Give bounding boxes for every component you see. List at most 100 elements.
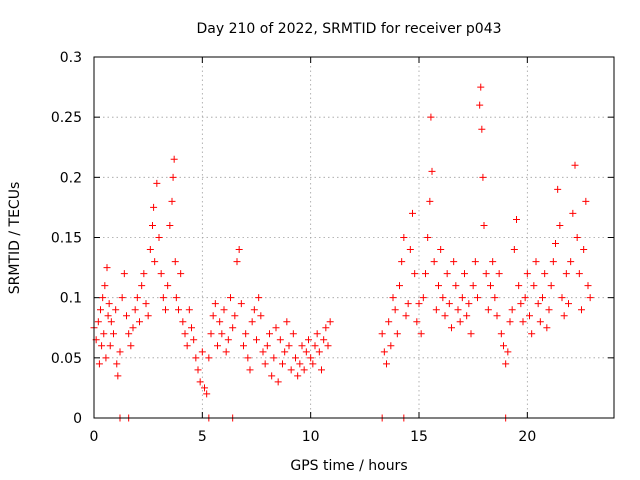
data-point bbox=[272, 324, 280, 332]
data-point bbox=[103, 264, 111, 272]
data-point bbox=[250, 306, 258, 314]
data-point bbox=[307, 354, 315, 362]
data-point bbox=[104, 312, 112, 320]
data-point bbox=[302, 348, 310, 356]
data-point bbox=[430, 258, 438, 266]
tick-labels: 0 5 10 15 20 0 0.05 0.1 0.15 0.2 0.25 0.3 bbox=[51, 50, 536, 445]
data-point bbox=[222, 348, 230, 356]
data-point bbox=[474, 294, 481, 302]
data-point bbox=[489, 258, 497, 266]
data-point bbox=[285, 342, 293, 350]
data-point bbox=[380, 348, 388, 356]
data-point bbox=[324, 342, 332, 350]
data-point bbox=[207, 330, 215, 338]
data-point bbox=[298, 342, 306, 350]
data-point bbox=[487, 282, 494, 290]
data-point bbox=[383, 360, 390, 368]
data-point bbox=[153, 179, 161, 187]
data-point bbox=[294, 372, 302, 380]
data-point bbox=[125, 330, 133, 338]
data-point bbox=[567, 258, 575, 266]
data-point bbox=[114, 372, 122, 380]
data-point bbox=[586, 294, 594, 302]
data-point bbox=[190, 336, 198, 344]
data-point bbox=[424, 234, 432, 241]
data-point bbox=[283, 318, 291, 326]
data-point bbox=[480, 221, 488, 229]
data-point bbox=[467, 330, 475, 338]
data-point bbox=[233, 258, 241, 266]
y-tick-label: 0.15 bbox=[51, 231, 82, 247]
data-point bbox=[322, 324, 330, 332]
data-point bbox=[168, 197, 176, 205]
data-point bbox=[159, 294, 167, 302]
data-point bbox=[506, 318, 514, 326]
data-point bbox=[452, 282, 460, 290]
data-point bbox=[101, 282, 109, 290]
data-point bbox=[556, 221, 564, 229]
y-tick-label: 0.1 bbox=[60, 291, 82, 307]
data-point bbox=[391, 306, 399, 314]
data-point bbox=[112, 306, 120, 314]
data-point bbox=[266, 330, 273, 338]
data-point bbox=[106, 342, 114, 350]
data-point bbox=[281, 348, 289, 356]
data-point bbox=[95, 360, 103, 368]
data-point bbox=[552, 240, 559, 248]
data-point bbox=[110, 330, 117, 338]
data-point bbox=[402, 312, 410, 320]
data-point bbox=[404, 300, 412, 308]
data-point bbox=[560, 312, 568, 320]
data-point bbox=[259, 348, 267, 356]
data-point bbox=[309, 360, 317, 368]
data-point bbox=[580, 246, 588, 254]
data-point bbox=[569, 209, 577, 217]
data-point bbox=[142, 300, 150, 308]
data-point bbox=[571, 161, 579, 169]
data-point bbox=[320, 336, 328, 344]
data-point bbox=[422, 270, 429, 278]
data-point bbox=[445, 300, 453, 308]
data-point bbox=[534, 300, 542, 308]
data-point bbox=[541, 270, 549, 278]
data-point bbox=[465, 300, 473, 308]
data-point bbox=[227, 294, 234, 302]
data-point bbox=[229, 324, 237, 332]
data-point bbox=[413, 318, 421, 326]
data-point bbox=[491, 294, 499, 302]
data-point bbox=[479, 173, 487, 181]
data-point bbox=[257, 312, 265, 320]
data-point bbox=[448, 324, 455, 332]
data-points bbox=[90, 83, 594, 422]
y-tick-label: 0.05 bbox=[51, 351, 82, 367]
data-point bbox=[170, 155, 178, 163]
data-point bbox=[144, 312, 152, 320]
x-tick-label: 10 bbox=[302, 429, 320, 445]
data-point bbox=[532, 258, 540, 266]
data-point bbox=[209, 312, 217, 320]
data-point bbox=[155, 234, 163, 241]
data-point bbox=[471, 258, 479, 266]
data-point bbox=[396, 282, 403, 290]
data-point bbox=[454, 306, 462, 314]
data-point bbox=[246, 366, 254, 374]
data-point bbox=[558, 294, 566, 302]
data-point bbox=[385, 318, 393, 326]
plot-frame bbox=[93, 56, 615, 419]
data-point bbox=[584, 282, 592, 290]
data-point bbox=[279, 360, 286, 368]
data-point bbox=[240, 342, 247, 350]
data-point bbox=[237, 300, 245, 308]
data-point bbox=[120, 270, 128, 278]
data-point bbox=[526, 312, 533, 320]
data-point bbox=[521, 294, 529, 302]
y-tick-label: 0.25 bbox=[51, 110, 82, 126]
data-point bbox=[192, 354, 200, 362]
data-point bbox=[164, 282, 172, 290]
data-point bbox=[196, 378, 204, 386]
data-point bbox=[242, 330, 250, 338]
data-point bbox=[313, 330, 321, 338]
data-point bbox=[248, 318, 256, 326]
data-point bbox=[435, 282, 442, 290]
data-point bbox=[427, 113, 435, 121]
